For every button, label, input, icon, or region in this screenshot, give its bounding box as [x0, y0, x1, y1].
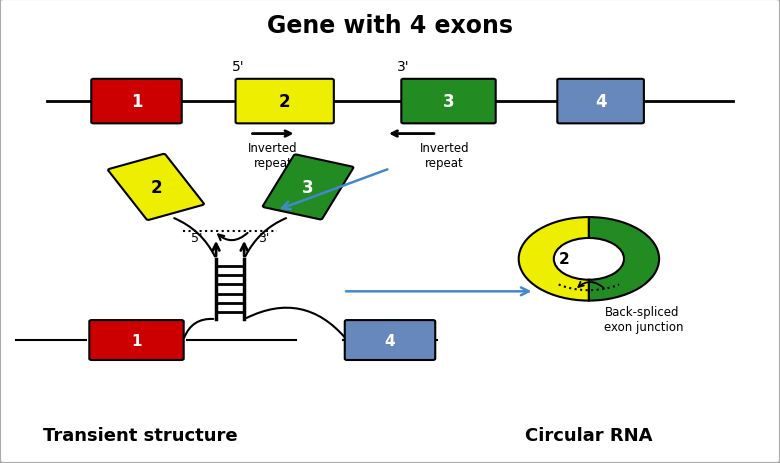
FancyBboxPatch shape [91, 80, 182, 124]
Text: 3: 3 [443, 93, 454, 111]
Text: 2: 2 [279, 93, 290, 111]
Text: 4: 4 [595, 93, 606, 111]
Text: 4: 4 [385, 333, 395, 348]
Text: Gene with 4 exons: Gene with 4 exons [267, 14, 513, 38]
Wedge shape [519, 218, 589, 301]
Text: Inverted
repeat: Inverted repeat [248, 141, 298, 169]
Text: 5': 5' [232, 60, 244, 74]
Text: 5': 5' [191, 232, 202, 245]
Text: 1: 1 [131, 333, 142, 348]
FancyBboxPatch shape [236, 80, 334, 124]
FancyBboxPatch shape [401, 80, 496, 124]
FancyBboxPatch shape [557, 80, 644, 124]
FancyBboxPatch shape [108, 155, 204, 220]
FancyArrowPatch shape [174, 219, 214, 257]
Text: Inverted
repeat: Inverted repeat [420, 141, 470, 169]
FancyArrowPatch shape [246, 308, 346, 338]
FancyArrowPatch shape [184, 319, 213, 338]
FancyBboxPatch shape [89, 320, 184, 360]
Text: 3: 3 [303, 179, 314, 196]
FancyArrowPatch shape [246, 219, 286, 257]
Wedge shape [589, 218, 659, 301]
Text: 3': 3' [258, 232, 269, 245]
FancyBboxPatch shape [345, 320, 435, 360]
Text: Back-spliced
exon junction: Back-spliced exon junction [604, 306, 684, 333]
Text: Transient structure: Transient structure [43, 426, 238, 444]
Text: Circular RNA: Circular RNA [525, 426, 653, 444]
Text: 1: 1 [131, 93, 142, 111]
Text: 2: 2 [558, 252, 569, 267]
FancyBboxPatch shape [263, 155, 353, 220]
Text: 3: 3 [608, 252, 619, 267]
Text: 3': 3' [397, 60, 410, 74]
Text: 2: 2 [151, 179, 161, 196]
